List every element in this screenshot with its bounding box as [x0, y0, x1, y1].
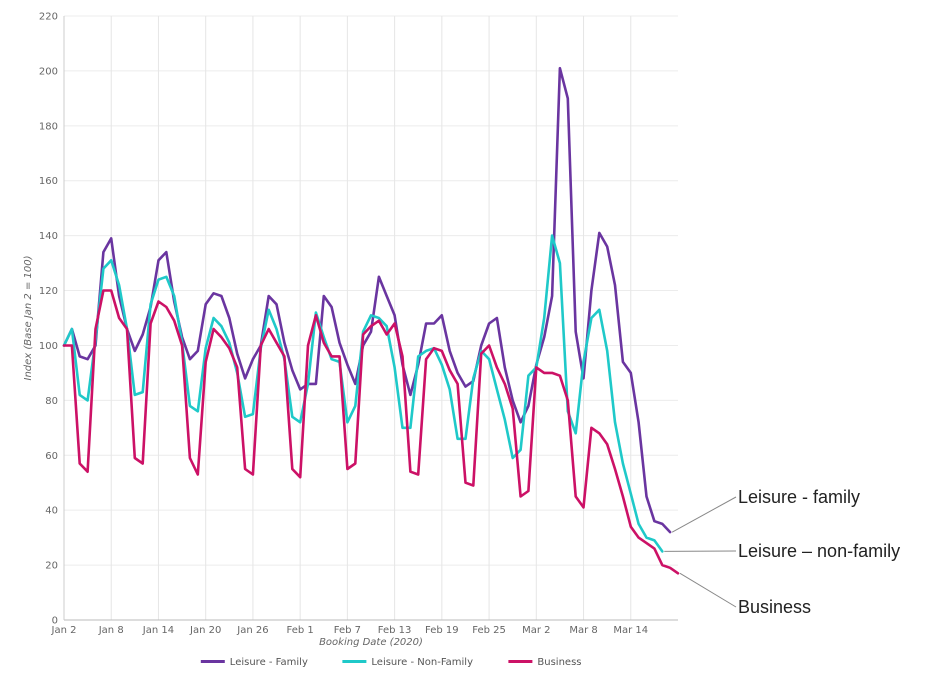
y-tick-label: 140: [39, 231, 58, 242]
y-tick-label: 0: [52, 616, 58, 627]
x-tick-label: Mar 14: [613, 625, 648, 636]
y-tick-label: 160: [39, 176, 58, 187]
y-tick-label: 20: [45, 561, 58, 572]
callout-leader: [679, 572, 737, 608]
y-axis-title: Index (Base Jan 2 = 100): [23, 256, 34, 381]
x-tick-label: Feb 7: [334, 625, 361, 636]
legend-label: Business: [537, 657, 581, 668]
callout-label: Business: [738, 597, 811, 617]
x-axis-title: Booking Date (2020): [319, 637, 423, 648]
legend-label: Leisure - Family: [230, 657, 308, 668]
x-tick-label: Jan 2: [51, 625, 77, 636]
series-line-2: [62, 289, 680, 575]
series-line-0: [62, 66, 672, 534]
y-tick-label: 180: [39, 121, 58, 132]
y-tick-label: 120: [39, 286, 58, 297]
y-tick-label: 60: [45, 451, 58, 462]
x-tick-label: Jan 26: [236, 625, 268, 636]
x-tick-label: Feb 25: [472, 625, 506, 636]
callout-label: Leisure – non-family: [738, 541, 900, 561]
callout-leader: [671, 496, 737, 533]
callout-label: Leisure - family: [738, 487, 860, 507]
x-tick-label: Mar 8: [569, 625, 597, 636]
x-tick-label: Feb 13: [378, 625, 412, 636]
series-callouts: Leisure - family Leisure – non-family Busi…: [664, 487, 900, 617]
x-tick-label: Jan 8: [98, 625, 124, 636]
x-tick-label: Feb 1: [287, 625, 314, 636]
y-tick-label: 100: [39, 341, 58, 352]
legend-label: Leisure - Non-Family: [371, 657, 473, 668]
legend: Leisure - Family Leisure - Non-Family Busi…: [200, 657, 582, 668]
y-tick-label: 220: [39, 12, 58, 23]
series-line-1: [62, 234, 664, 553]
y-tick-label: 80: [45, 396, 58, 407]
x-tick-label: Jan 20: [189, 625, 221, 636]
y-tick-label: 200: [39, 66, 58, 77]
series-lines: [62, 66, 680, 575]
y-tick-label: 40: [45, 506, 58, 517]
y-axis-tick-labels: 0 20 40 60 80 100 120 140 160 180 200 220: [39, 12, 58, 627]
x-axis-tick-labels: Jan 2 Jan 8 Jan 14 Jan 20 Jan 26 Feb 1 Feb 7 Fe…: [51, 625, 649, 636]
x-tick-label: Jan 14: [142, 625, 174, 636]
x-tick-label: Mar 2: [522, 625, 550, 636]
x-tick-label: Feb 19: [425, 625, 459, 636]
